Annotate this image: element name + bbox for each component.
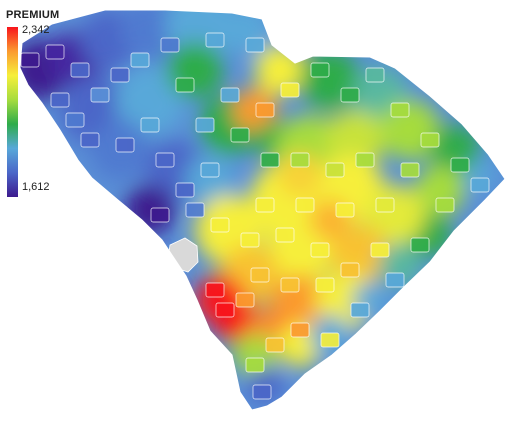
zip-region[interactable] — [365, 67, 385, 83]
legend-color-scale — [7, 27, 18, 197]
zip-region[interactable] — [375, 197, 395, 213]
legend-title: PREMIUM — [6, 9, 60, 21]
zip-region[interactable] — [255, 102, 275, 118]
zip-region[interactable] — [210, 217, 230, 233]
zip-region[interactable] — [280, 277, 300, 293]
zip-region[interactable] — [70, 62, 90, 78]
zip-region[interactable] — [260, 152, 280, 168]
zip-region[interactable] — [390, 102, 410, 118]
zip-region[interactable] — [80, 132, 100, 148]
zip-region[interactable] — [252, 384, 272, 400]
zip-region[interactable] — [50, 92, 70, 108]
zip-region[interactable] — [355, 152, 375, 168]
zip-region[interactable] — [340, 87, 360, 103]
zip-regions — [20, 32, 490, 400]
zip-region[interactable] — [205, 282, 225, 298]
zip-region[interactable] — [20, 52, 40, 68]
zip-region[interactable] — [240, 232, 260, 248]
zip-region[interactable] — [325, 162, 345, 178]
zip-region[interactable] — [65, 112, 85, 128]
zip-region[interactable] — [280, 82, 300, 98]
zip-region[interactable] — [215, 302, 235, 318]
zip-region[interactable] — [150, 207, 170, 223]
zip-region[interactable] — [410, 237, 430, 253]
zip-region[interactable] — [160, 37, 180, 53]
zip-region[interactable] — [200, 162, 220, 178]
zip-region[interactable] — [115, 137, 135, 153]
zip-region[interactable] — [140, 117, 160, 133]
zip-region[interactable] — [195, 117, 215, 133]
zip-region[interactable] — [290, 152, 310, 168]
zip-region[interactable] — [470, 177, 490, 193]
zip-region[interactable] — [245, 37, 265, 53]
zip-region[interactable] — [420, 132, 440, 148]
zip-region[interactable] — [450, 157, 470, 173]
zip-region[interactable] — [45, 44, 65, 60]
zip-region[interactable] — [435, 197, 455, 213]
zip-region[interactable] — [175, 77, 195, 93]
zip-region[interactable] — [310, 242, 330, 258]
zip-region[interactable] — [310, 62, 330, 78]
zip-region[interactable] — [350, 302, 370, 318]
zip-region[interactable] — [340, 262, 360, 278]
legend-max-label: 2,342 — [22, 24, 50, 36]
zip-region[interactable] — [90, 87, 110, 103]
zip-region[interactable] — [155, 152, 175, 168]
zip-region[interactable] — [255, 197, 275, 213]
zip-region[interactable] — [235, 292, 255, 308]
zip-region[interactable] — [385, 272, 405, 288]
zip-region[interactable] — [275, 227, 295, 243]
zip-region[interactable] — [370, 242, 390, 258]
zip-region[interactable] — [185, 202, 205, 218]
legend-min-label: 1,612 — [22, 181, 50, 193]
zip-region[interactable] — [245, 357, 265, 373]
zip-region[interactable] — [175, 182, 195, 198]
zip-region[interactable] — [250, 267, 270, 283]
zip-region[interactable] — [315, 277, 335, 293]
zip-region[interactable] — [230, 127, 250, 143]
zip-region[interactable] — [265, 337, 285, 353]
zip-region[interactable] — [205, 32, 225, 48]
zip-region[interactable] — [130, 52, 150, 68]
zip-region[interactable] — [110, 67, 130, 83]
zip-region[interactable] — [220, 87, 240, 103]
zip-region[interactable] — [290, 322, 310, 338]
zip-region[interactable] — [335, 202, 355, 218]
zip-region[interactable] — [320, 332, 340, 348]
zip-region[interactable] — [295, 197, 315, 213]
zip-region[interactable] — [400, 162, 420, 178]
